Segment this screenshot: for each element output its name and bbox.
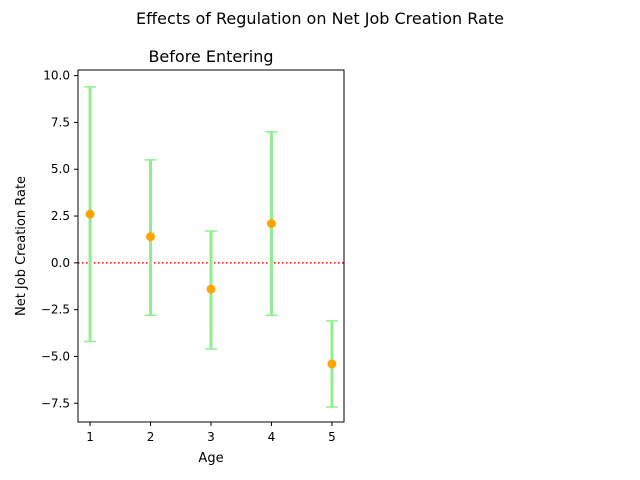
x-tick-label-2: 2	[147, 430, 155, 444]
y-tick-label-8: 10.0	[43, 69, 70, 83]
y-tick-label-5: 2.5	[51, 209, 70, 223]
figure-suptitle: Effects of Regulation on Net Job Creatio…	[136, 9, 504, 28]
data-point-1	[85, 209, 95, 219]
x-tick-label-4: 4	[268, 430, 276, 444]
y-tick-label-7: 7.5	[51, 115, 70, 129]
y-tick-label-1: −7.5	[41, 396, 70, 410]
y-tick-label-2: −5.0	[41, 349, 70, 363]
plot-area: 1 2 3 4 5 −7.5 −5.0 −2.5 0.0 2.5 5.0 7.5 10.0	[41, 69, 345, 444]
y-tick-label-3: −2.5	[41, 303, 70, 317]
x-tick-label-3: 3	[207, 430, 215, 444]
data-point-4	[266, 219, 276, 229]
data-point-3	[206, 284, 216, 294]
y-tick-label-6: 5.0	[51, 162, 70, 176]
x-axis-label: Age	[198, 451, 223, 466]
x-tick-label-5: 5	[328, 430, 336, 444]
data-point-5	[327, 359, 337, 369]
chart-title: Before Entering	[148, 47, 273, 66]
x-tick-label-1: 1	[86, 430, 94, 444]
y-tick-label-4: 0.0	[51, 256, 70, 270]
data-point-2	[146, 232, 156, 242]
y-axis-label: Net Job Creation Rate	[14, 176, 29, 316]
